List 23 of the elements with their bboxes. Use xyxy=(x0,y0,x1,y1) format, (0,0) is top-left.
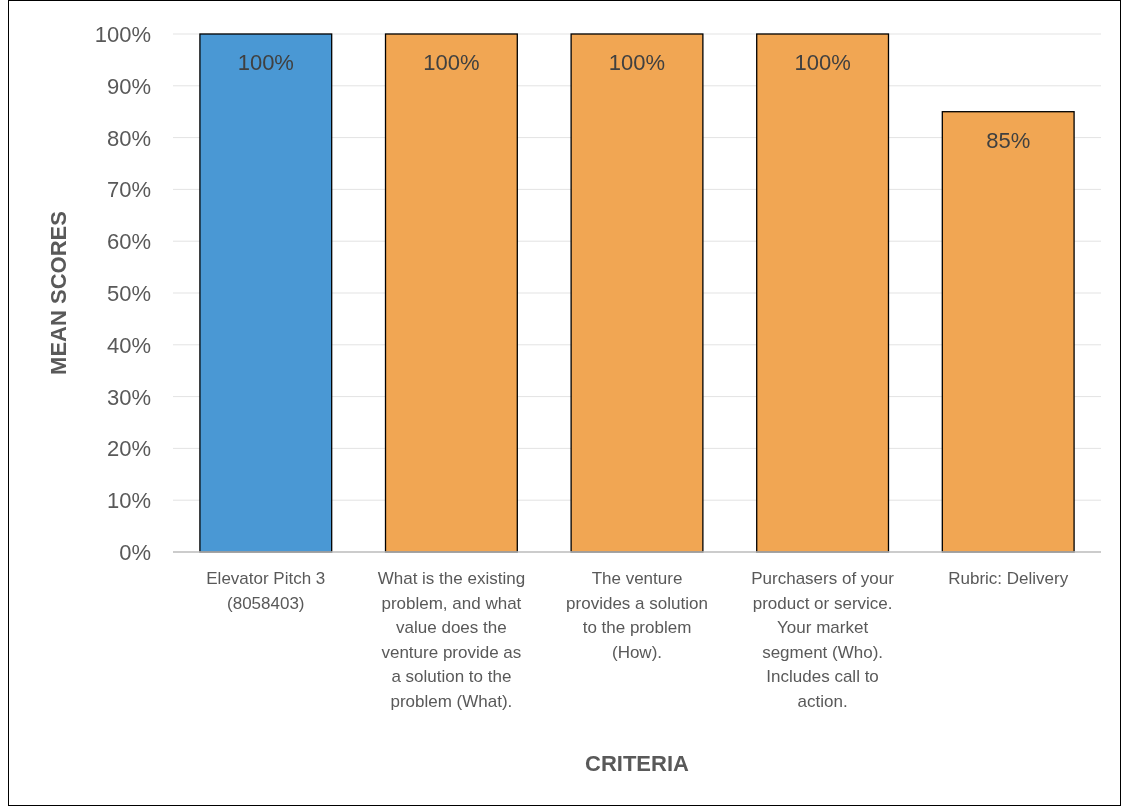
y-tick-label: 60% xyxy=(106,229,151,255)
data-label: 100% xyxy=(423,50,480,75)
y-tick-label: 10% xyxy=(106,488,151,514)
y-tick-label: 40% xyxy=(106,332,151,358)
y-tick-label: 0% xyxy=(119,540,151,565)
y-tick-label: 90% xyxy=(106,73,151,99)
y-tick-label: 50% xyxy=(106,281,151,306)
y-tick-label: 30% xyxy=(106,384,151,410)
data-label: 100% xyxy=(794,50,851,75)
y-axis-title: MEAN SCORES xyxy=(46,211,71,375)
x-axis-title: CRITERIA xyxy=(585,751,690,776)
y-tick-label: 20% xyxy=(106,436,151,462)
x-tick-label: What is the existing problem, and what value does the venture provide as a solution to the problem (What). xyxy=(377,569,526,711)
y-tick-label: 80% xyxy=(106,125,151,151)
data-label: 100% xyxy=(608,50,666,75)
x-tick-label: Purchasers of your product or service. Your market segment (Who). Includes call to action. xyxy=(751,569,895,711)
x-tick-label: Rubric: Delivery xyxy=(948,569,1069,588)
data-label: 100% xyxy=(237,50,294,75)
y-tick-label: 100% xyxy=(94,22,151,47)
y-tick-label: 70% xyxy=(106,177,151,203)
x-tick-label: Elevator Pitch 3 (8058403) xyxy=(206,569,326,613)
data-label: 85% xyxy=(986,127,1031,153)
x-tick-label: The venture provides a solution to the problem (How). xyxy=(566,569,708,662)
